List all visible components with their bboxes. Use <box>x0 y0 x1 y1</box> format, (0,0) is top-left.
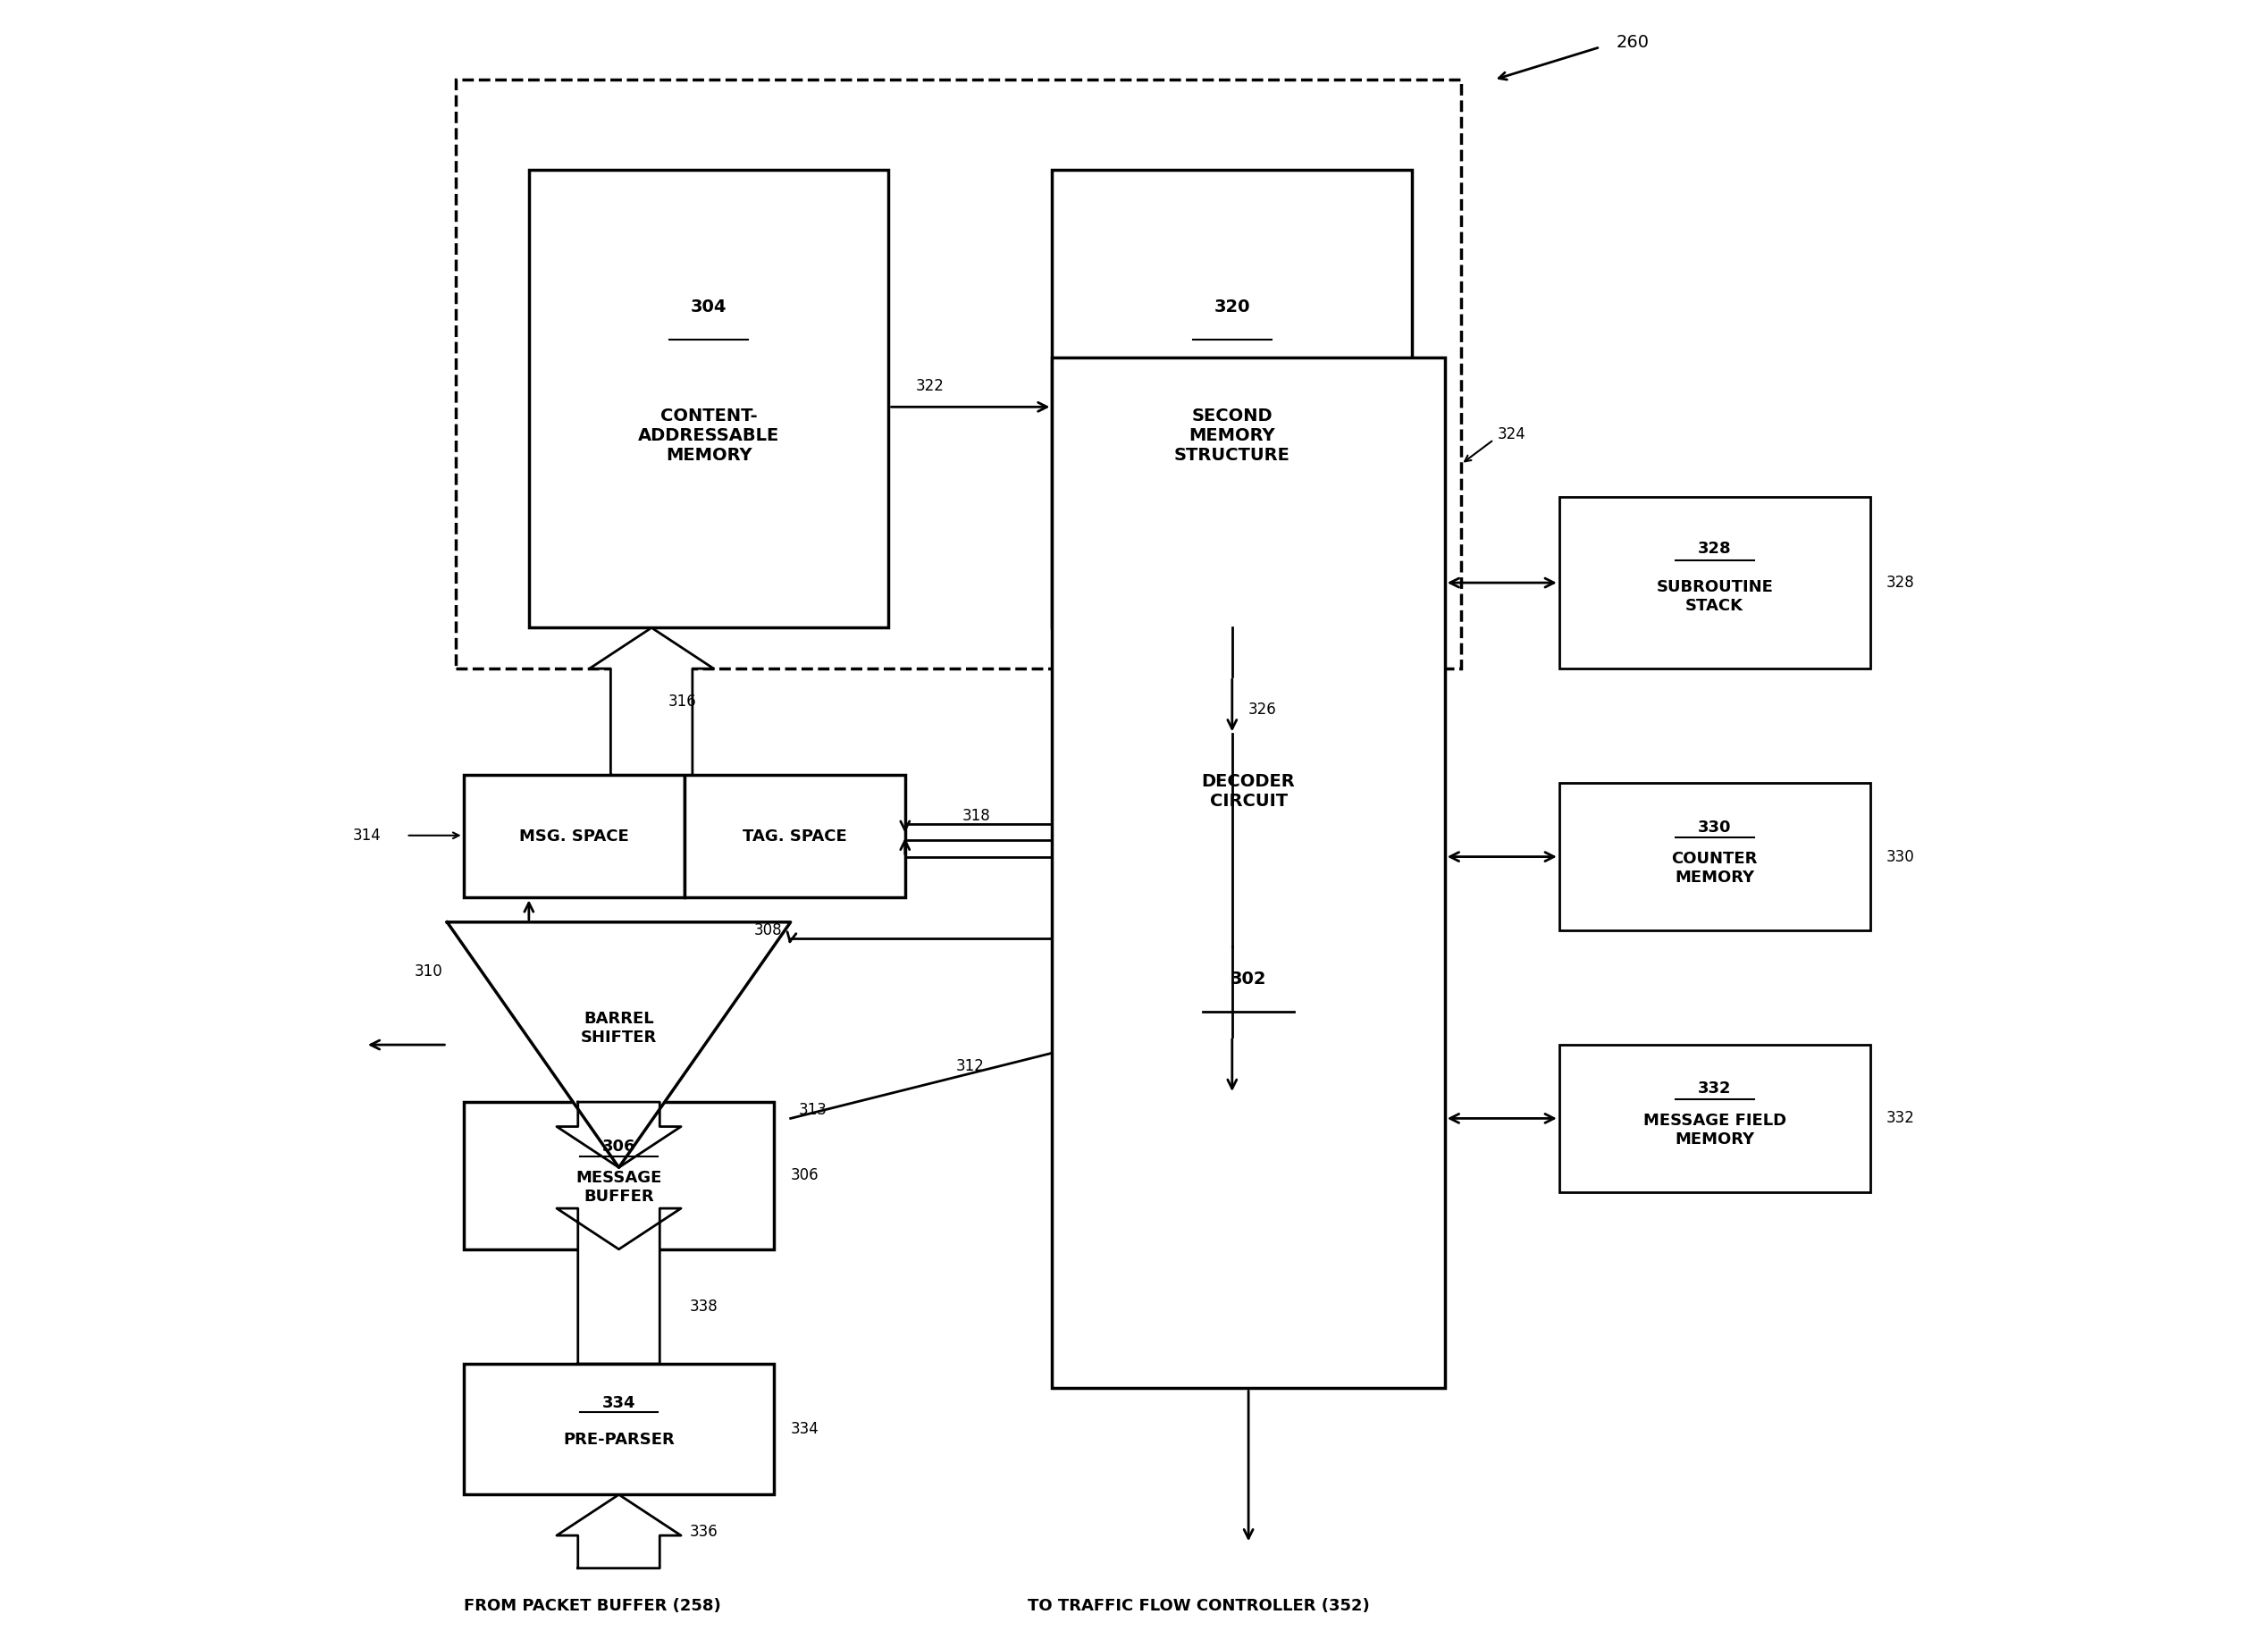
Text: 306: 306 <box>601 1139 635 1154</box>
Text: 316: 316 <box>667 694 696 709</box>
Text: 313: 313 <box>798 1103 828 1119</box>
Text: 332: 332 <box>1887 1111 1914 1127</box>
Polygon shape <box>556 1208 680 1365</box>
Text: 318: 318 <box>962 808 991 824</box>
Text: 326: 326 <box>1247 702 1277 717</box>
Text: 324: 324 <box>1497 427 1526 443</box>
Text: 330: 330 <box>1699 819 1730 836</box>
Text: MESSAGE
BUFFER: MESSAGE BUFFER <box>576 1170 662 1205</box>
Text: 314: 314 <box>352 827 381 844</box>
Text: 304: 304 <box>692 298 726 316</box>
FancyBboxPatch shape <box>528 170 889 628</box>
Text: BARREL
SHIFTER: BARREL SHIFTER <box>581 1012 658 1046</box>
FancyBboxPatch shape <box>1558 783 1869 931</box>
FancyBboxPatch shape <box>1558 1045 1869 1192</box>
Text: PRE-PARSER: PRE-PARSER <box>562 1432 674 1447</box>
Text: 308: 308 <box>755 923 782 938</box>
FancyBboxPatch shape <box>1052 358 1445 1388</box>
FancyBboxPatch shape <box>463 1365 773 1495</box>
Text: MSG. SPACE: MSG. SPACE <box>519 829 628 844</box>
FancyBboxPatch shape <box>463 775 685 898</box>
Text: 338: 338 <box>689 1299 717 1315</box>
Text: 320: 320 <box>1213 298 1250 316</box>
FancyBboxPatch shape <box>463 1103 773 1249</box>
Polygon shape <box>447 923 792 1167</box>
Polygon shape <box>590 628 714 775</box>
Polygon shape <box>556 1495 680 1569</box>
Text: 322: 322 <box>916 377 943 394</box>
Text: 302: 302 <box>1229 971 1266 987</box>
Text: SUBROUTINE
STACK: SUBROUTINE STACK <box>1656 578 1774 613</box>
FancyBboxPatch shape <box>1558 498 1869 669</box>
Text: 306: 306 <box>792 1167 819 1183</box>
Text: 312: 312 <box>957 1058 984 1074</box>
Text: COUNTER
MEMORY: COUNTER MEMORY <box>1672 850 1758 887</box>
Text: CONTENT-
ADDRESSABLE
MEMORY: CONTENT- ADDRESSABLE MEMORY <box>637 407 780 463</box>
Text: 310: 310 <box>415 962 442 979</box>
Text: SECOND
MEMORY
STRUCTURE: SECOND MEMORY STRUCTURE <box>1175 407 1290 463</box>
Text: 334: 334 <box>792 1421 819 1437</box>
Text: 336: 336 <box>689 1523 717 1539</box>
Text: FROM PACKET BUFFER (258): FROM PACKET BUFFER (258) <box>463 1599 721 1613</box>
Text: MESSAGE FIELD
MEMORY: MESSAGE FIELD MEMORY <box>1642 1112 1787 1147</box>
FancyBboxPatch shape <box>685 775 905 898</box>
Text: 260: 260 <box>1617 33 1649 51</box>
Text: 328: 328 <box>1699 541 1730 557</box>
FancyBboxPatch shape <box>1052 170 1413 628</box>
Text: 328: 328 <box>1887 575 1914 590</box>
Text: DECODER
CIRCUIT: DECODER CIRCUIT <box>1202 773 1295 809</box>
Text: 332: 332 <box>1699 1081 1730 1098</box>
Polygon shape <box>556 1103 680 1167</box>
Text: TAG. SPACE: TAG. SPACE <box>742 829 846 844</box>
Text: 330: 330 <box>1887 849 1914 865</box>
Text: TO TRAFFIC FLOW CONTROLLER (352): TO TRAFFIC FLOW CONTROLLER (352) <box>1027 1599 1370 1613</box>
Text: 334: 334 <box>601 1394 635 1411</box>
